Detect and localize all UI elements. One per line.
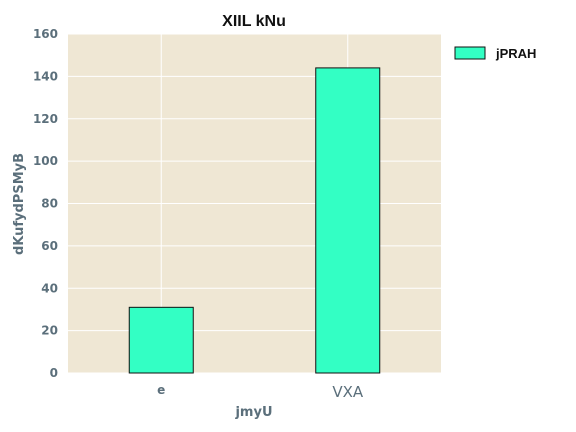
y-tick-label: 20 [41,324,58,338]
y-tick-labels: 0 20 40 60 80 100 120 140 160 [33,27,58,380]
bar-VXA [315,67,381,374]
legend-swatch [454,46,486,60]
y-tick-label: 0 [50,366,58,380]
x-axis-label: jmyU [234,405,272,420]
legend: jPRAH [454,46,536,61]
x-tick-labels: e VXA [157,383,364,401]
x-tick-label: VXA [332,383,364,401]
bar-e [128,306,194,374]
chart-title: XIIL kNu [222,13,286,30]
y-tick-label: 100 [33,154,58,168]
y-axis-label: dKufydPSMyB [12,153,27,255]
y-tick-label: 140 [33,69,58,83]
y-tick-label: 40 [41,281,58,295]
y-tick-label: 160 [33,27,58,41]
y-tick-label: 80 [41,197,58,211]
x-tick-label: e [157,383,165,397]
y-tick-label: 120 [33,112,58,126]
y-tick-label: 60 [41,239,58,253]
legend-label: jPRAH [495,46,536,61]
bars [128,67,381,374]
